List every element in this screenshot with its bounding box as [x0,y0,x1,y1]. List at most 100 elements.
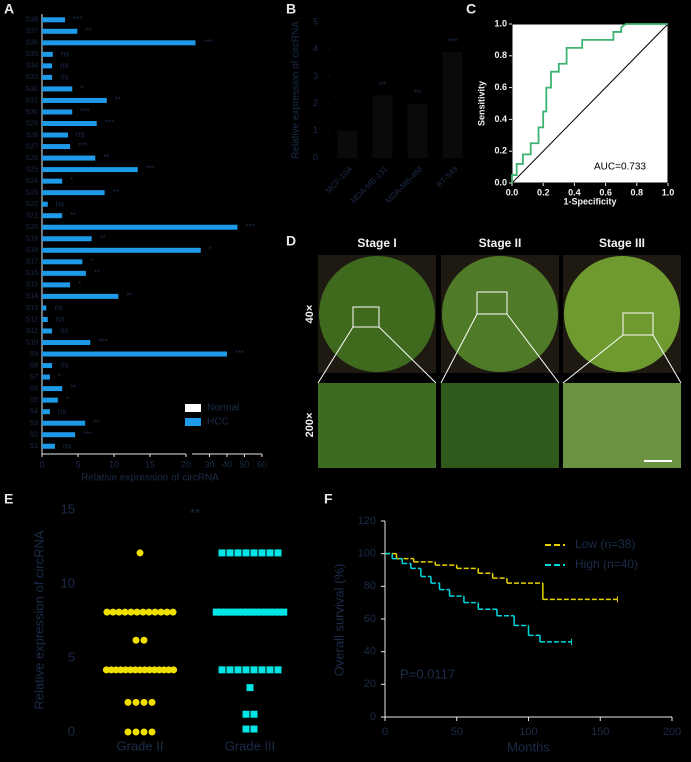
significance: *** [83,430,92,439]
point [140,698,148,706]
point [102,666,110,674]
point [103,608,111,616]
point [257,608,265,616]
point [126,666,134,674]
y-tick-label: 0.0 [494,177,507,187]
y-tick-label: S9 [29,351,38,358]
point [165,666,173,674]
significance: ** [70,211,76,220]
y-tick-label: S33 [26,74,39,81]
x-tick-label: MCF-10A [324,164,355,195]
x-tick-label: 50 [239,459,249,469]
x-tick-label: Grade II [117,738,164,753]
significance: * [90,257,93,266]
y-tick-label: S11 [26,328,38,335]
bar [42,443,55,449]
bar [42,17,66,23]
y-axis-label: Sensitivity [476,81,486,126]
x-tick-label: 0 [39,459,44,469]
magnification-label: 40× [304,305,316,324]
y-tick-label: S4 [29,409,38,416]
zoom-box [352,306,380,328]
x-tick-label: BT-549 [435,164,460,189]
panel-label: B [286,1,296,17]
point [148,698,156,706]
significance: * [58,372,61,381]
bar [42,328,53,334]
y-tick-label: S28 [26,132,39,139]
bar [42,363,53,369]
micrographs: Stage I Stage II Stage III 40× 200× [304,236,682,468]
point [131,666,139,674]
bar [42,155,96,161]
point [148,728,156,736]
x-tick-label: 40 [222,459,232,469]
significance: *** [246,222,255,231]
roc-curve [511,23,668,183]
point [133,608,141,616]
bar [42,224,238,230]
legend-swatch [185,418,201,426]
y-tick-label: S27 [26,143,39,150]
x-tick-label: 50 [451,726,463,738]
y-tick-label: 5 [68,649,75,664]
bar [42,316,48,322]
significance: ns [60,73,68,82]
point [242,710,250,718]
x-axis-label: 1-Specificity [563,196,616,206]
y-tick-label: S26 [26,155,39,162]
point [221,608,229,616]
y-tick-label: S38 [26,17,39,24]
y-tick-label: S22 [26,201,39,208]
y-tick-label: S1 [29,443,38,450]
zoom-box [622,312,654,336]
panel-label: F [324,491,333,507]
significance: ** [414,88,422,98]
y-tick-label: S34 [26,63,39,70]
bar [42,305,47,311]
point [234,666,242,674]
y-tick-label: S35 [26,51,39,58]
y-tick-label: 0 [313,152,318,162]
stage-label: Stage III [599,236,645,250]
legend-swatch [185,404,201,412]
significance: ns [58,407,66,416]
point [248,608,256,616]
x-tick-label: 0.2 [537,187,550,197]
bar [42,97,107,103]
significance: * [80,84,83,93]
point [132,698,140,706]
bar [42,340,91,345]
point [150,666,158,674]
significance: ** [94,268,100,277]
y-tick-label: S37 [26,28,39,35]
point [212,608,220,616]
point [122,666,130,674]
bar [42,86,73,92]
point [244,608,252,616]
x-tick-label: 0 [382,726,388,738]
point [262,608,270,616]
bar [42,132,68,138]
point [239,608,247,616]
bar [407,103,428,158]
point [132,636,140,644]
y-tick-label: S18 [26,247,39,254]
y-tick-label: 5 [313,16,318,26]
bar [42,270,86,276]
y-tick-label: S8 [29,362,38,369]
y-tick-label: 120 [358,515,376,527]
y-tick-label: S12 [26,316,39,323]
significance: ns [63,441,71,450]
significance: ** [100,234,106,243]
y-tick-label: S10 [26,339,39,346]
bar [42,74,53,80]
y-tick-label: 20 [364,678,376,690]
x-tick-label: 10 [109,459,119,469]
y-tick-label: S31 [26,97,39,104]
point [217,608,225,616]
y-tick-label: S29 [26,120,39,127]
x-tick-label: 15 [145,459,155,469]
